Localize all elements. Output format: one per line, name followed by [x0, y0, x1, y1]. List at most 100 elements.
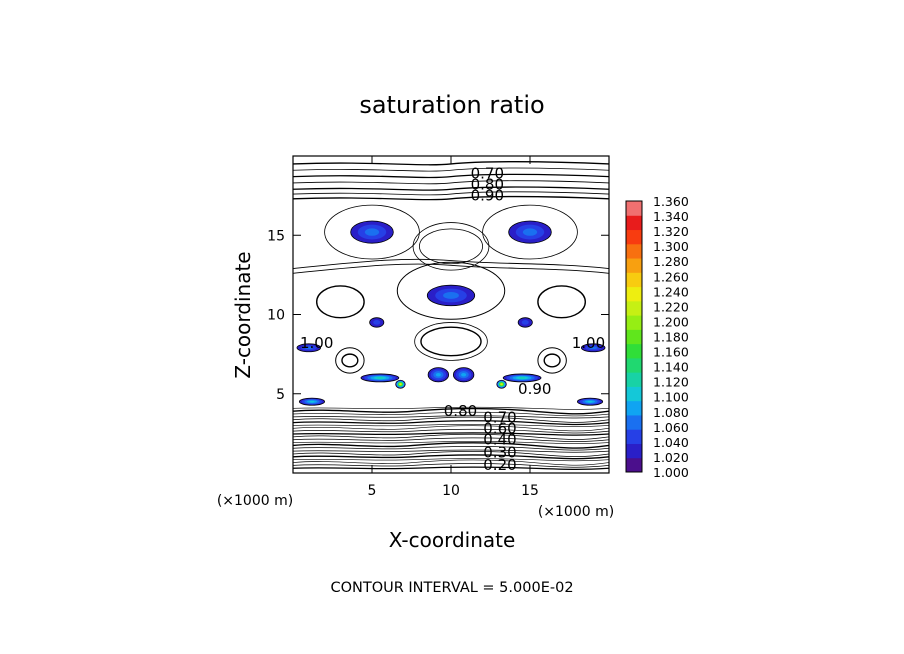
contour-line [293, 411, 609, 417]
saturation-region [296, 343, 322, 353]
colorbar-segment [626, 243, 642, 259]
colorbar-segment [626, 400, 642, 416]
colorbar-label: 1.220 [653, 299, 689, 314]
saturation-region [350, 220, 394, 244]
contour-loop [315, 285, 365, 319]
region-level [304, 346, 313, 350]
region-level [400, 383, 401, 385]
colorbar-label: 1.140 [653, 360, 689, 375]
saturation-region [452, 367, 475, 383]
contour-line [293, 420, 609, 426]
contour-loop [420, 326, 482, 357]
colorbar-label: 1.340 [653, 209, 689, 224]
plot-area: 0.700.800.901.00 1.000.900.80 0.700.600.40… [293, 161, 609, 474]
y-axis-label: Z-coordinate [231, 251, 255, 378]
contour-interval-text: CONTOUR INTERVAL = 5.000E-02 [330, 580, 573, 596]
colorbar-segment [626, 272, 642, 288]
contour-line [293, 258, 609, 269]
saturation-regions [296, 220, 606, 406]
x-tick-label: 15 [521, 483, 539, 499]
contour-loop [418, 228, 483, 265]
colorbar-label: 1.200 [653, 314, 689, 329]
contour-line [293, 423, 609, 427]
contour-line [293, 425, 609, 432]
colorbar-label: 1.360 [653, 194, 689, 209]
contour-line [293, 167, 609, 172]
contour-line [293, 407, 609, 415]
contour-line [293, 458, 609, 462]
contour-line [293, 437, 609, 442]
contour-loop [324, 204, 420, 260]
contour-line [293, 442, 609, 449]
contour-line [293, 173, 609, 179]
colorbar-segment [626, 372, 642, 387]
contour-loop [335, 347, 365, 374]
contour-label: 0.40 [483, 431, 516, 449]
colorbar-segment [626, 443, 642, 459]
region-level [309, 400, 315, 403]
contour-line [293, 433, 609, 440]
y-tick-label: 15 [267, 228, 285, 244]
contour-line [293, 446, 609, 451]
contour-line [293, 449, 609, 453]
saturation-region [369, 317, 385, 328]
colorbar-label: 1.280 [653, 254, 689, 269]
contour-line [293, 263, 609, 274]
colorbar-segment [626, 429, 642, 444]
colorbar-segment [626, 201, 642, 216]
contour-loop [543, 353, 561, 368]
colorbar-label: 1.300 [653, 239, 689, 254]
x-units-right: (×1000 m) [538, 504, 614, 520]
colorbar-segment [626, 286, 642, 302]
colorbar-segment [626, 329, 642, 345]
contour-label: 0.80 [444, 402, 477, 420]
contour-label: 1.00 [300, 334, 333, 352]
contour-line [293, 454, 609, 460]
region-level [521, 320, 529, 325]
region-level [443, 292, 459, 299]
saturation-region [496, 379, 507, 389]
contour-line [293, 416, 609, 423]
contour-line [293, 428, 609, 434]
colorbar-segment [626, 414, 642, 430]
colorbar-label: 1.320 [653, 224, 689, 239]
region-level [501, 383, 502, 385]
contour-line [293, 191, 609, 196]
contour-label: 0.30 [483, 443, 516, 461]
contour-label: 0.90 [471, 187, 504, 205]
region-level [587, 400, 593, 403]
saturation-region [298, 397, 325, 406]
colorbar: 1.3601.3401.3201.3001.2801.2601.2401.220… [625, 194, 689, 480]
saturation-region [580, 343, 606, 353]
x-tick-label: 10 [442, 483, 460, 499]
colorbar-label: 1.160 [653, 345, 689, 360]
colorbar-segment [626, 258, 642, 273]
contour-label: 0.60 [483, 420, 516, 438]
contour-line [293, 432, 609, 436]
saturation-region [576, 397, 604, 406]
colorbar-segment [626, 215, 642, 231]
contour-label: 0.20 [483, 456, 516, 474]
x-axis-ticks: 5 10 15 [368, 156, 539, 499]
contour-labels: 0.700.800.901.00 1.000.900.80 0.700.600.40… [300, 164, 605, 474]
region-level [461, 372, 467, 377]
contour-line [293, 441, 609, 445]
saturation-region [395, 379, 406, 389]
colorbar-segment [626, 300, 642, 316]
contour-line [293, 463, 609, 468]
x-units-left: (×1000 m) [217, 493, 293, 509]
contour-loop [537, 285, 586, 319]
colorbar-label: 1.100 [653, 390, 689, 405]
contour-loop [341, 353, 359, 368]
region-level [435, 372, 441, 377]
contour-line [293, 406, 609, 410]
contour-label: 0.90 [518, 380, 551, 398]
region-level [373, 320, 381, 325]
region-level [376, 377, 384, 379]
colorbar-label: 1.240 [653, 284, 689, 299]
colorbar-label: 1.180 [653, 330, 689, 345]
colorbar-segment [626, 343, 642, 359]
x-tick-label: 5 [368, 483, 377, 499]
region-level [364, 228, 380, 236]
